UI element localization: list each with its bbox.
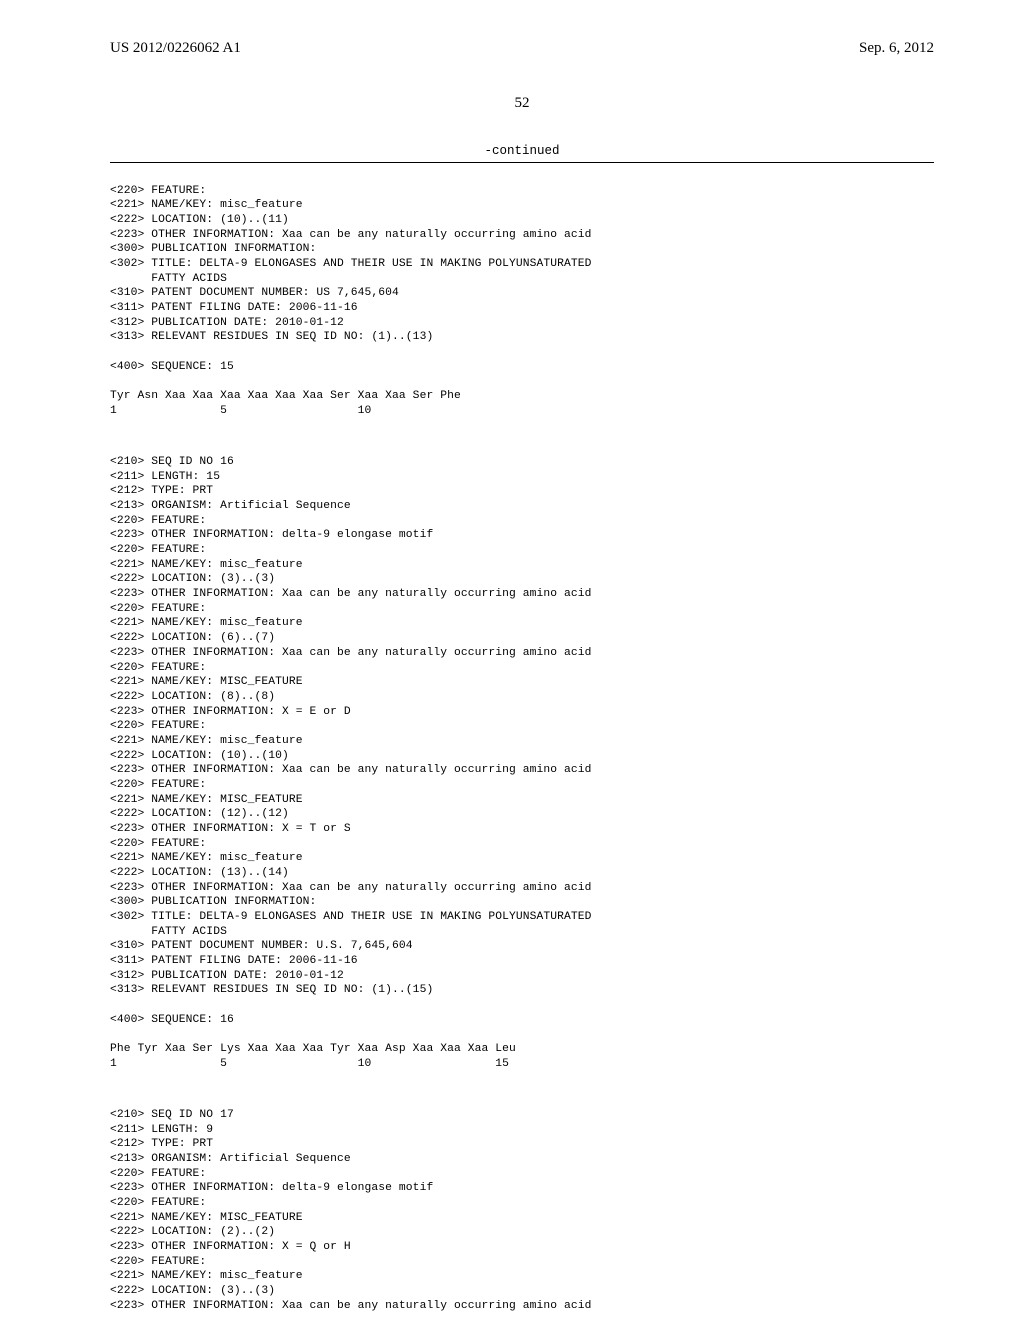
- feature-line: <210> SEQ ID NO 16: [110, 456, 234, 468]
- feature-line: <313> RELEVANT RESIDUES IN SEQ ID NO: (1…: [110, 984, 433, 996]
- feature-line: <312> PUBLICATION DATE: 2010-01-12: [110, 317, 344, 329]
- feature-line: <212> TYPE: PRT: [110, 485, 213, 497]
- feature-line: <221> NAME/KEY: misc_feature: [110, 199, 303, 211]
- feature-line: <213> ORGANISM: Artificial Sequence: [110, 500, 351, 512]
- feature-line: <223> OTHER INFORMATION: Xaa can be any …: [110, 229, 592, 241]
- feature-line: <313> RELEVANT RESIDUES IN SEQ ID NO: (1…: [110, 331, 433, 343]
- feature-line: <223> OTHER INFORMATION: X = E or D: [110, 706, 351, 718]
- feature-line: <220> FEATURE:: [110, 603, 206, 615]
- feature-line: <300> PUBLICATION INFORMATION:: [110, 243, 316, 255]
- sequence-header: <400> SEQUENCE: 16: [110, 1014, 234, 1026]
- feature-line: <222> LOCATION: (13)..(14): [110, 867, 289, 879]
- feature-line: <223> OTHER INFORMATION: Xaa can be any …: [110, 1300, 592, 1312]
- feature-line: <223> OTHER INFORMATION: X = Q or H: [110, 1241, 351, 1253]
- feature-line: <221> NAME/KEY: misc_feature: [110, 1270, 303, 1282]
- sequence-residues: Phe Tyr Xaa Ser Lys Xaa Xaa Xaa Tyr Xaa …: [110, 1043, 516, 1055]
- feature-line: <221> NAME/KEY: misc_feature: [110, 735, 303, 747]
- feature-line: <213> ORGANISM: Artificial Sequence: [110, 1153, 351, 1165]
- feature-line: <222> LOCATION: (10)..(11): [110, 214, 289, 226]
- feature-line: <211> LENGTH: 9: [110, 1124, 213, 1136]
- feature-line: <211> LENGTH: 15: [110, 471, 220, 483]
- feature-line: <212> TYPE: PRT: [110, 1138, 213, 1150]
- feature-line: <221> NAME/KEY: misc_feature: [110, 852, 303, 864]
- feature-line: <221> NAME/KEY: misc_feature: [110, 559, 303, 571]
- feature-line: FATTY ACIDS: [110, 926, 227, 938]
- feature-line: <223> OTHER INFORMATION: X = T or S: [110, 823, 351, 835]
- feature-line: <221> NAME/KEY: MISC_FEATURE: [110, 1212, 303, 1224]
- feature-line: <223> OTHER INFORMATION: Xaa can be any …: [110, 647, 592, 659]
- feature-line: <220> FEATURE:: [110, 1168, 206, 1180]
- continued-label: -continued: [110, 144, 934, 158]
- page-header: US 2012/0226062 A1 Sep. 6, 2012: [110, 40, 934, 57]
- publication-date: Sep. 6, 2012: [859, 40, 934, 57]
- feature-line: <220> FEATURE:: [110, 662, 206, 674]
- feature-line: <220> FEATURE:: [110, 185, 206, 197]
- sequence-block-15: <220> FEATURE: <221> NAME/KEY: misc_feat…: [110, 169, 934, 418]
- feature-line: <220> FEATURE:: [110, 779, 206, 791]
- page-number: 52: [110, 95, 934, 112]
- feature-line: <312> PUBLICATION DATE: 2010-01-12: [110, 970, 344, 982]
- feature-line: <222> LOCATION: (2)..(2): [110, 1226, 275, 1238]
- top-rule: [110, 162, 934, 163]
- feature-line: <220> FEATURE:: [110, 1197, 206, 1209]
- feature-line: <300> PUBLICATION INFORMATION:: [110, 896, 316, 908]
- feature-line: <221> NAME/KEY: MISC_FEATURE: [110, 794, 303, 806]
- feature-line: <220> FEATURE:: [110, 515, 206, 527]
- feature-line: <221> NAME/KEY: MISC_FEATURE: [110, 676, 303, 688]
- sequence-header: <400> SEQUENCE: 15: [110, 361, 234, 373]
- feature-line: <223> OTHER INFORMATION: delta-9 elongas…: [110, 529, 433, 541]
- feature-line: <223> OTHER INFORMATION: Xaa can be any …: [110, 882, 592, 894]
- sequence-numbers: 1 5 10: [110, 405, 371, 417]
- feature-line: <302> TITLE: DELTA-9 ELONGASES AND THEIR…: [110, 911, 592, 923]
- feature-line: <310> PATENT DOCUMENT NUMBER: U.S. 7,645…: [110, 940, 413, 952]
- feature-line: <220> FEATURE:: [110, 720, 206, 732]
- sequence-numbers: 1 5 10 15: [110, 1058, 509, 1070]
- feature-line: <210> SEQ ID NO 17: [110, 1109, 234, 1121]
- feature-line: <311> PATENT FILING DATE: 2006-11-16: [110, 302, 358, 314]
- publication-number: US 2012/0226062 A1: [110, 40, 241, 57]
- feature-line: <222> LOCATION: (12)..(12): [110, 808, 289, 820]
- feature-line: <222> LOCATION: (8)..(8): [110, 691, 275, 703]
- feature-line: <311> PATENT FILING DATE: 2006-11-16: [110, 955, 358, 967]
- feature-line: <222> LOCATION: (3)..(3): [110, 573, 275, 585]
- feature-line: <220> FEATURE:: [110, 544, 206, 556]
- page-container: US 2012/0226062 A1 Sep. 6, 2012 52 -cont…: [0, 0, 1024, 1320]
- sequence-block-16: <210> SEQ ID NO 16 <211> LENGTH: 15 <212…: [110, 440, 934, 1071]
- feature-line: <222> LOCATION: (6)..(7): [110, 632, 275, 644]
- feature-line: <302> TITLE: DELTA-9 ELONGASES AND THEIR…: [110, 258, 592, 270]
- feature-line: <221> NAME/KEY: misc_feature: [110, 617, 303, 629]
- feature-line: <220> FEATURE:: [110, 1256, 206, 1268]
- feature-line: <223> OTHER INFORMATION: delta-9 elongas…: [110, 1182, 433, 1194]
- feature-line: <223> OTHER INFORMATION: Xaa can be any …: [110, 588, 592, 600]
- feature-line: <220> FEATURE:: [110, 838, 206, 850]
- feature-line: <310> PATENT DOCUMENT NUMBER: US 7,645,6…: [110, 287, 399, 299]
- feature-line: <222> LOCATION: (3)..(3): [110, 1285, 275, 1297]
- feature-line: <223> OTHER INFORMATION: Xaa can be any …: [110, 764, 592, 776]
- sequence-block-17: <210> SEQ ID NO 17 <211> LENGTH: 9 <212>…: [110, 1093, 934, 1313]
- feature-line: <222> LOCATION: (10)..(10): [110, 750, 289, 762]
- sequence-residues: Tyr Asn Xaa Xaa Xaa Xaa Xaa Xaa Ser Xaa …: [110, 390, 461, 402]
- feature-line: FATTY ACIDS: [110, 273, 227, 285]
